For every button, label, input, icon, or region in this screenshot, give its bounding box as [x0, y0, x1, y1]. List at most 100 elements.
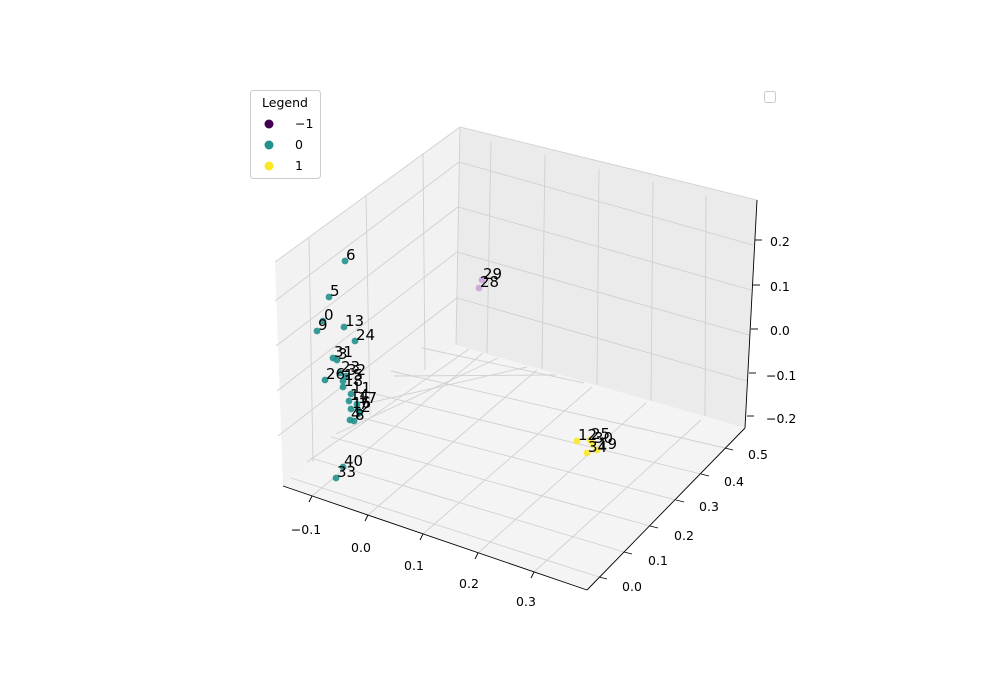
point-label: 8: [355, 406, 365, 424]
grid-line: [477, 402, 647, 554]
data-point: [339, 383, 347, 391]
grid-line: [596, 168, 600, 386]
grid-line: [335, 357, 499, 435]
x-tick-mark: [364, 514, 369, 522]
point-label: 4: [351, 405, 361, 423]
x-tick-mark: [419, 533, 424, 541]
point-label: 31: [334, 343, 353, 361]
point-label: 14: [350, 386, 369, 404]
data-point: [333, 356, 341, 364]
point-label: 15: [344, 366, 363, 384]
data-point: [345, 397, 353, 405]
grid-line: [704, 195, 707, 417]
data-points: [313, 257, 601, 482]
grid-line: [306, 348, 470, 463]
floor-pane: [283, 345, 745, 590]
point-label: 28: [480, 273, 499, 291]
grid-line: [459, 126, 758, 201]
data-point: [350, 417, 358, 425]
point-label: 16: [352, 394, 371, 412]
point-label: 5: [330, 282, 340, 300]
legend-title: Legend: [262, 95, 308, 110]
data-point: [341, 257, 349, 265]
point-label: 23: [341, 358, 360, 376]
x-tick-label: −0.1: [291, 522, 321, 537]
data-point: [336, 369, 344, 377]
point-label: 7: [359, 395, 369, 413]
grid-line: [650, 181, 654, 402]
data-point: [356, 409, 364, 417]
data-point: [340, 323, 348, 331]
grid-line: [457, 206, 752, 291]
grid-line: [330, 436, 651, 527]
grid-line: [275, 206, 459, 347]
y-tick-label: 0.4: [724, 474, 744, 489]
data-point: [321, 376, 329, 384]
data-point: [339, 463, 347, 471]
legend-marker: [264, 119, 274, 129]
legend-entry-label: 1: [295, 158, 303, 173]
grid-line: [276, 251, 458, 392]
point-label: 6: [346, 246, 356, 264]
data-point: [332, 474, 340, 482]
data-point: [319, 317, 327, 325]
y-tick-mark: [724, 447, 734, 451]
grid-line: [274, 126, 461, 263]
legend: Legend −1 0 1: [250, 90, 321, 179]
grid-line: [350, 414, 677, 501]
point-label: 3: [338, 345, 348, 363]
grid-line: [310, 457, 625, 553]
grid-lines: [274, 126, 758, 578]
grid-line: [456, 297, 748, 382]
data-point: [478, 276, 486, 284]
data-point: [353, 400, 361, 408]
y-tick-mark: [700, 473, 710, 477]
back-pane: [456, 127, 757, 428]
grid-line: [422, 386, 593, 535]
data-point: [351, 337, 359, 345]
point-label: 40: [344, 452, 363, 470]
left-pane: [275, 127, 460, 486]
x-axis-line: [282, 485, 588, 591]
point-label: 17: [358, 389, 377, 407]
point-label: 18: [344, 372, 363, 390]
grid-line: [421, 347, 585, 384]
legend-entry-label: 0: [295, 137, 303, 152]
x-tick-mark: [308, 495, 313, 503]
grid-line: [311, 352, 484, 497]
data-point: [593, 446, 601, 454]
point-label: 26: [326, 365, 345, 383]
point-label: 32: [347, 361, 366, 379]
point-label: 19: [598, 435, 617, 453]
grid-line: [456, 251, 750, 336]
data-point: [347, 405, 355, 413]
legend-marker: [264, 140, 274, 150]
x-tick-label: 0.1: [404, 558, 424, 573]
grid-line: [486, 141, 492, 354]
point-label: 0: [324, 306, 334, 324]
y-tick-mark: [675, 499, 685, 503]
y-axis-line: [586, 427, 746, 591]
x-tick-mark: [530, 571, 535, 579]
data-point: [573, 437, 581, 445]
grid-line: [370, 392, 702, 475]
data-point: [325, 293, 333, 301]
x-tick-mark: [474, 552, 479, 560]
grid-line: [274, 161, 460, 302]
axis-lines: [282, 199, 762, 591]
grid-line: [393, 374, 557, 377]
grid-line: [390, 370, 726, 449]
x-tick-label: 0.3: [516, 594, 536, 609]
z-tick-label: 0.0: [770, 323, 790, 338]
data-point: [339, 377, 347, 385]
data-point: [475, 284, 483, 292]
z-tick-label: −0.2: [766, 411, 796, 426]
point-label: 34: [588, 438, 607, 456]
grid-line: [277, 297, 458, 437]
data-point: [313, 327, 321, 335]
grid-line: [455, 126, 461, 346]
legend-box: [250, 90, 321, 179]
z-tick-label: 0.2: [770, 234, 790, 249]
legend-marker: [264, 161, 274, 171]
